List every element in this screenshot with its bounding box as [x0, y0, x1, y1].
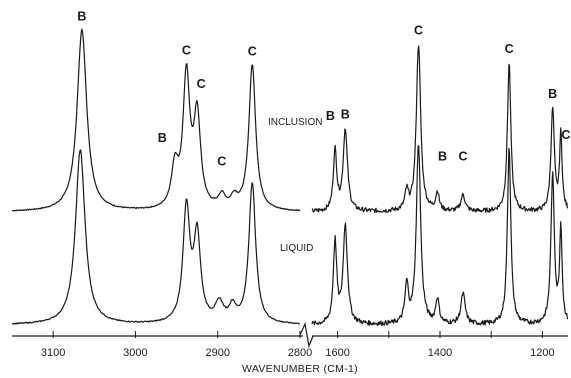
- peak-label-c-11: C: [505, 42, 514, 56]
- x-axis: 3100 3000 2900 2800 1600 1400 1200: [12, 322, 568, 359]
- x-axis-label: WAVENUMBER (CM-1): [242, 363, 358, 375]
- x-tick-label-1400: 1400: [428, 347, 452, 359]
- peak-label-c-4: C: [217, 155, 226, 169]
- series-label-liquid: LIQUID: [280, 243, 313, 254]
- x-tick-label-3100: 3100: [41, 347, 65, 359]
- x-tick-label-2900: 2900: [205, 347, 229, 359]
- peak-label-b-12: B: [548, 87, 557, 101]
- peak-label-b-6: B: [326, 109, 335, 123]
- x-tick-label-3000: 3000: [123, 347, 147, 359]
- peak-label-b-9: B: [438, 150, 447, 164]
- series-label-inclusion: INCLUSION: [268, 117, 322, 128]
- peak-label-c-8: C: [414, 24, 423, 38]
- x-tick-label-1200: 1200: [530, 347, 554, 359]
- peak-label-c-10: C: [458, 150, 467, 164]
- peak-label-c-5: C: [248, 44, 257, 58]
- peak-label-b-0: B: [77, 10, 86, 24]
- peak-label-c-2: C: [197, 77, 206, 91]
- peak-label-b-3: B: [158, 131, 167, 145]
- trace-inclusion-high: [11, 28, 301, 212]
- x-tick-label-1600: 1600: [325, 347, 349, 359]
- trace-liquid-high: [11, 149, 301, 325]
- spectrum-traces: [11, 28, 569, 327]
- x-tick-label-2800: 2800: [288, 347, 312, 359]
- trace-liquid-low: [311, 145, 569, 327]
- peak-label-c-13: C: [561, 128, 570, 142]
- peak-label-c-1: C: [182, 43, 191, 57]
- axis-break: [299, 322, 314, 349]
- trace-inclusion-low: [311, 45, 569, 214]
- peak-label-b-7: B: [341, 108, 350, 122]
